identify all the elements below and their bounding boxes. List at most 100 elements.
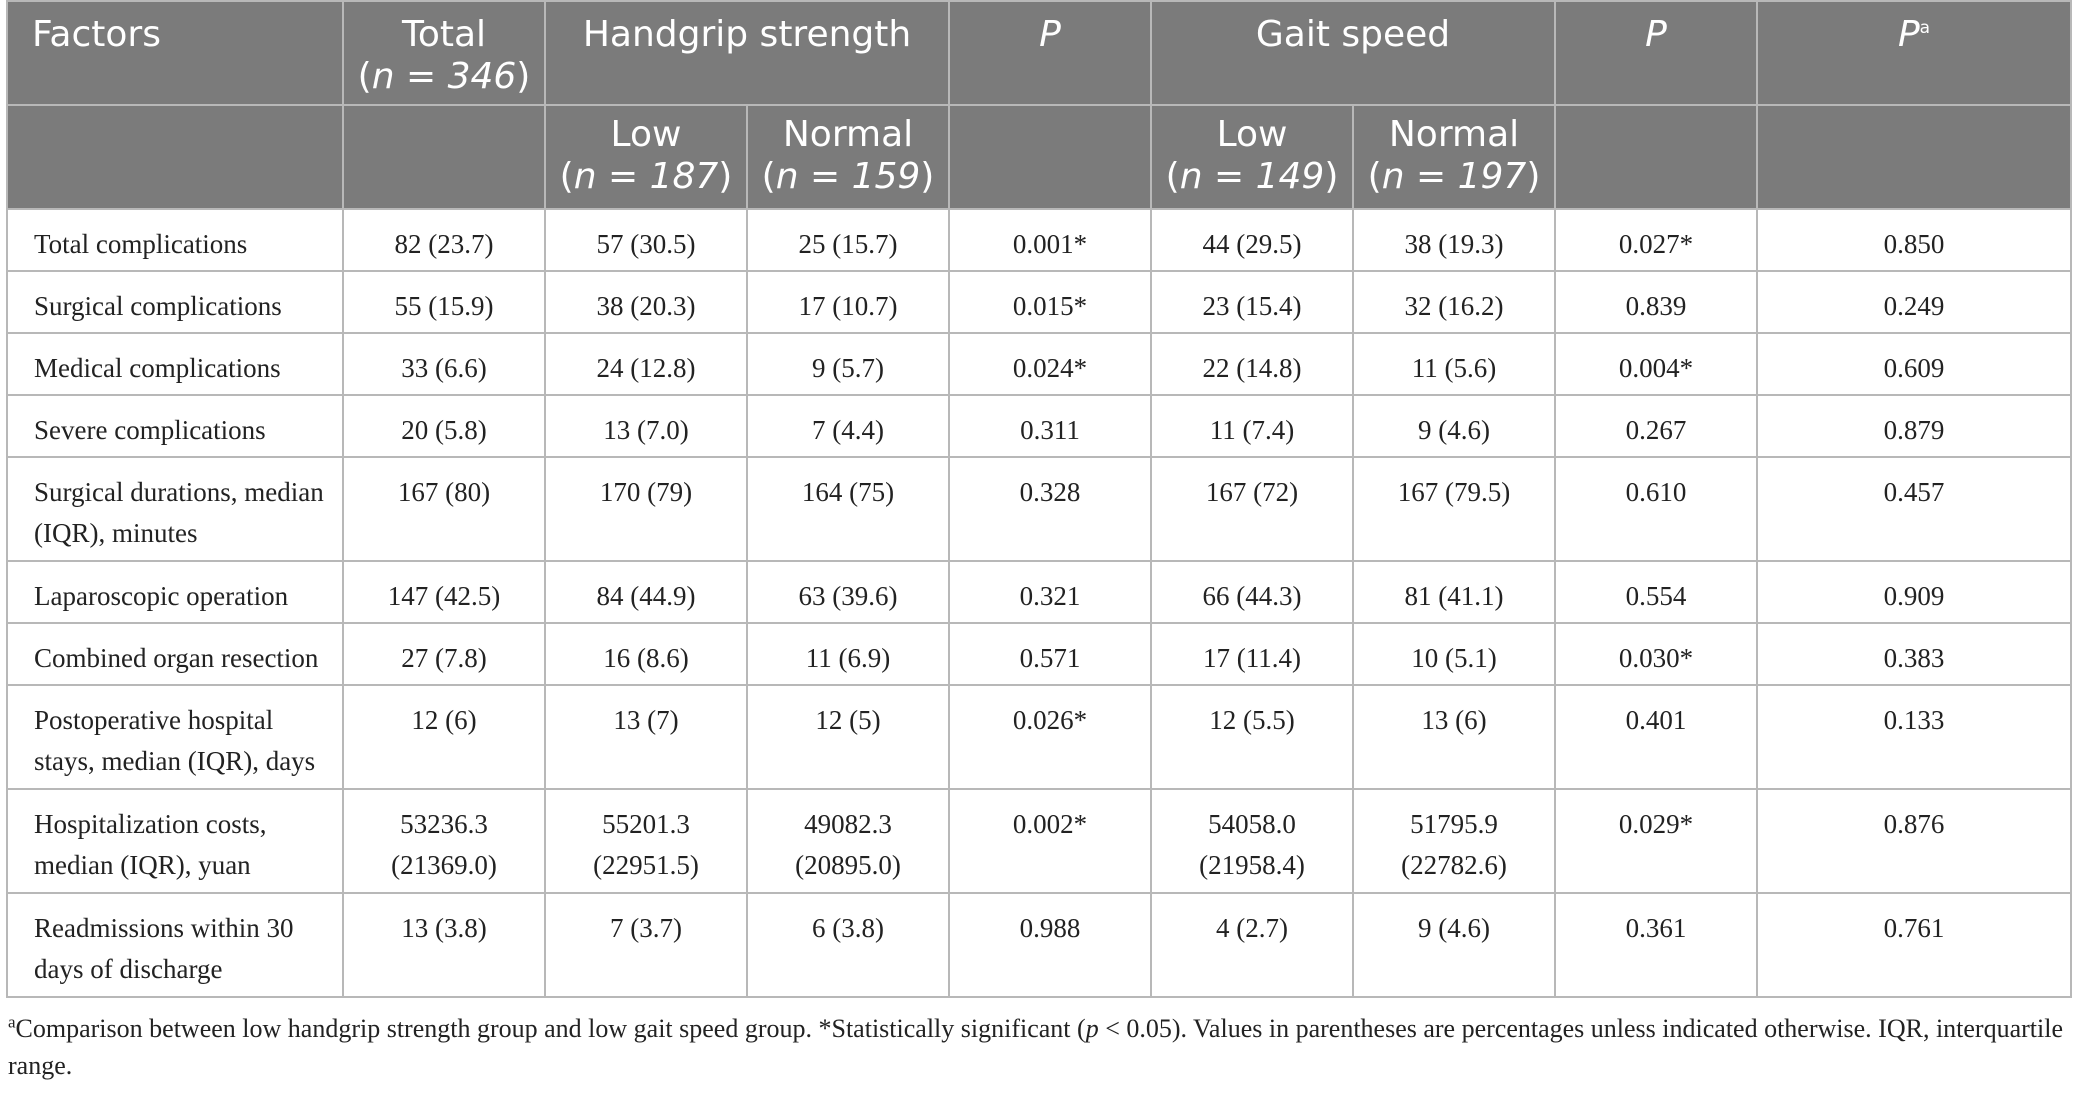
- header-gait: Gait speed: [1150, 0, 1557, 106]
- cell-p-gait: 0.004*: [1554, 332, 1759, 396]
- cell-gait-low: 17 (11.4): [1150, 622, 1355, 686]
- cell-gait-normal: 167 (79.5): [1352, 456, 1557, 562]
- cell-total: 147 (42.5): [342, 560, 546, 624]
- header-empty-2: [342, 104, 546, 210]
- footnote-sup-a: a: [8, 1012, 16, 1032]
- header-p-gait: P: [1554, 0, 1759, 106]
- cell-p-gait: 0.029*: [1554, 788, 1759, 894]
- header-handgrip-normal-label: Normal: [782, 114, 914, 155]
- cell-gait-low: 54058.0 (21958.4): [1150, 788, 1355, 894]
- cell-factor: Medical complications: [6, 332, 344, 396]
- cell-total: 167 (80): [342, 456, 546, 562]
- cell-p-handgrip: 0.024*: [948, 332, 1153, 396]
- cell-factor: Severe complications: [6, 394, 344, 458]
- cell-p-gait: 0.027*: [1554, 208, 1759, 272]
- table-row: Medical complications 33 (6.6) 24 (12.8)…: [6, 332, 2073, 396]
- cell-gait-normal: 9 (4.6): [1352, 892, 1557, 998]
- header-empty-1: [6, 104, 344, 210]
- table-row: Surgical complications 55 (15.9) 38 (20.…: [6, 270, 2073, 334]
- cell-p-gait: 0.401: [1554, 684, 1759, 790]
- cell-total: 82 (23.7): [342, 208, 546, 272]
- header-gait-normal-label: Normal: [1388, 114, 1520, 155]
- header-row-2: Low (n = 187) Normal (n = 159) Low (n = 149…: [6, 104, 2073, 210]
- cell-handgrip-normal: 9 (5.7): [745, 332, 951, 396]
- cell-factor: Postoperative hospital stays, median (IQ…: [6, 684, 344, 790]
- cell-pa: 0.133: [1756, 684, 2073, 790]
- header-pa: Pa: [1756, 0, 2073, 106]
- cell-p-gait: 0.267: [1554, 394, 1759, 458]
- cell-handgrip-low: 13 (7.0): [544, 394, 748, 458]
- header-handgrip-normal: Normal (n = 159): [745, 104, 951, 210]
- cell-factor: Hospitalization costs, median (IQR), yua…: [6, 788, 344, 894]
- footnote-text-1: Comparison between low handgrip strength…: [15, 1014, 1086, 1043]
- header-pa-label: P: [1897, 14, 1920, 55]
- cell-p-gait: 0.839: [1554, 270, 1759, 334]
- cell-gait-low: 66 (44.3): [1150, 560, 1355, 624]
- cell-pa: 0.457: [1756, 456, 2073, 562]
- table-header: Factors Total (n = 346) Handgrip strength…: [6, 0, 2073, 210]
- cell-p-handgrip: 0.988: [948, 892, 1153, 998]
- cell-gait-low: 4 (2.7): [1150, 892, 1355, 998]
- cell-handgrip-low: 84 (44.9): [544, 560, 748, 624]
- cell-p-handgrip: 0.015*: [948, 270, 1153, 334]
- cell-handgrip-normal: 164 (75): [745, 456, 951, 562]
- cell-factor: Surgical durations, median (IQR), minute…: [6, 456, 344, 562]
- cell-pa: 0.249: [1756, 270, 2073, 334]
- cell-gait-low: 23 (15.4): [1150, 270, 1355, 334]
- header-handgrip-low: Low (n = 187): [544, 104, 748, 210]
- cell-handgrip-normal: 6 (3.8): [745, 892, 951, 998]
- cell-pa: 0.383: [1756, 622, 2073, 686]
- cell-total: 12 (6): [342, 684, 546, 790]
- cell-handgrip-normal: 17 (10.7): [745, 270, 951, 334]
- header-gait-low: Low (n = 149): [1150, 104, 1355, 210]
- cell-factor: Total complications: [6, 208, 344, 272]
- cell-gait-normal: 11 (5.6): [1352, 332, 1557, 396]
- cell-gait-low: 167 (72): [1150, 456, 1355, 562]
- header-total: Total (n = 346): [342, 0, 546, 106]
- cell-handgrip-low: 24 (12.8): [544, 332, 748, 396]
- table-body: Total complications 82 (23.7) 57 (30.5) …: [6, 208, 2073, 998]
- table-row: Hospitalization costs, median (IQR), yua…: [6, 788, 2073, 894]
- cell-p-handgrip: 0.571: [948, 622, 1153, 686]
- cell-gait-low: 12 (5.5): [1150, 684, 1355, 790]
- cell-p-handgrip: 0.311: [948, 394, 1153, 458]
- cell-gait-low: 11 (7.4): [1150, 394, 1355, 458]
- footnote-p: p: [1085, 1014, 1099, 1043]
- cell-gait-normal: 10 (5.1): [1352, 622, 1557, 686]
- results-table: Factors Total (n = 346) Handgrip strength…: [6, 0, 2073, 998]
- cell-gait-low: 22 (14.8): [1150, 332, 1355, 396]
- header-row-1: Factors Total (n = 346) Handgrip strength…: [6, 0, 2073, 106]
- cell-handgrip-low: 170 (79): [544, 456, 748, 562]
- cell-pa: 0.909: [1756, 560, 2073, 624]
- cell-handgrip-normal: 63 (39.6): [745, 560, 951, 624]
- cell-handgrip-low: 16 (8.6): [544, 622, 748, 686]
- cell-total: 13 (3.8): [342, 892, 546, 998]
- cell-pa: 0.879: [1756, 394, 2073, 458]
- header-total-label: Total: [401, 14, 487, 55]
- header-empty-3: [948, 104, 1153, 210]
- cell-factor: Laparoscopic operation: [6, 560, 344, 624]
- header-gait-normal-n: n = 197: [1381, 156, 1527, 197]
- cell-gait-normal: 81 (41.1): [1352, 560, 1557, 624]
- cell-handgrip-low: 57 (30.5): [544, 208, 748, 272]
- cell-gait-normal: 13 (6): [1352, 684, 1557, 790]
- header-p-gait-label: P: [1645, 14, 1667, 55]
- header-gait-normal: Normal (n = 197): [1352, 104, 1557, 210]
- header-handgrip: Handgrip strength: [543, 0, 951, 106]
- cell-p-handgrip: 0.001*: [948, 208, 1153, 272]
- cell-handgrip-low: 38 (20.3): [544, 270, 748, 334]
- table-row: Severe complications 20 (5.8) 13 (7.0) 7…: [6, 394, 2073, 458]
- cell-pa: 0.876: [1756, 788, 2073, 894]
- cell-pa: 0.609: [1756, 332, 2073, 396]
- header-p-handgrip-label: P: [1039, 14, 1061, 55]
- header-empty-5: [1756, 104, 2073, 210]
- cell-p-gait: 0.361: [1554, 892, 1759, 998]
- cell-handgrip-low: 7 (3.7): [544, 892, 748, 998]
- cell-gait-normal: 51795.9 (22782.6): [1352, 788, 1557, 894]
- header-pa-sup: a: [1919, 18, 1931, 38]
- cell-total: 53236.3 (21369.0): [342, 788, 546, 894]
- table-row: Postoperative hospital stays, median (IQ…: [6, 684, 2073, 790]
- cell-gait-normal: 32 (16.2): [1352, 270, 1557, 334]
- cell-total: 20 (5.8): [342, 394, 546, 458]
- header-empty-4: [1554, 104, 1759, 210]
